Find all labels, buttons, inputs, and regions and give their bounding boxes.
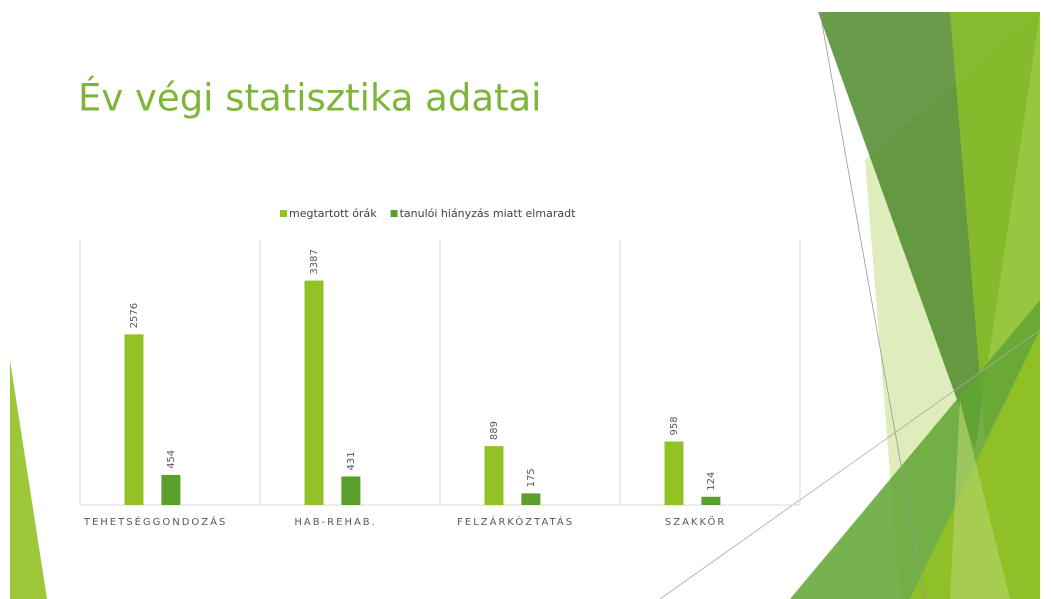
- legend-swatch: [280, 210, 287, 217]
- bar: [701, 497, 720, 505]
- bar: [521, 493, 540, 505]
- legend-label: tanulói hiányzás miatt elmaradt: [400, 207, 576, 220]
- bar: [665, 442, 684, 505]
- slide: Év végi statisztika adatai megtartott ór…: [0, 0, 1051, 599]
- bar: [485, 446, 504, 505]
- data-label: 454: [166, 450, 177, 469]
- bar: [125, 334, 144, 505]
- bar: [305, 281, 324, 505]
- legend-swatch: [391, 210, 398, 217]
- x-tick-label: HAB-REHAB.: [294, 517, 377, 528]
- data-label: 889: [489, 421, 500, 440]
- x-tick-label: SZAKKÖR: [665, 515, 726, 528]
- data-label: 3387: [309, 249, 320, 274]
- data-label: 175: [526, 468, 537, 487]
- legend-label: megtartott órák: [289, 207, 377, 220]
- bar: [341, 476, 360, 505]
- data-label: 124: [706, 472, 717, 491]
- data-label: 2576: [129, 303, 140, 328]
- x-tick-label: TEHETSÉGGONDOZÁS: [83, 515, 228, 528]
- x-tick-label: FELZÁRKÓZTATÁS: [457, 515, 574, 528]
- slide-title: Év végi statisztika adatai: [78, 76, 541, 120]
- data-label: 958: [669, 416, 680, 435]
- bar: [161, 475, 180, 505]
- data-label: 431: [346, 451, 357, 470]
